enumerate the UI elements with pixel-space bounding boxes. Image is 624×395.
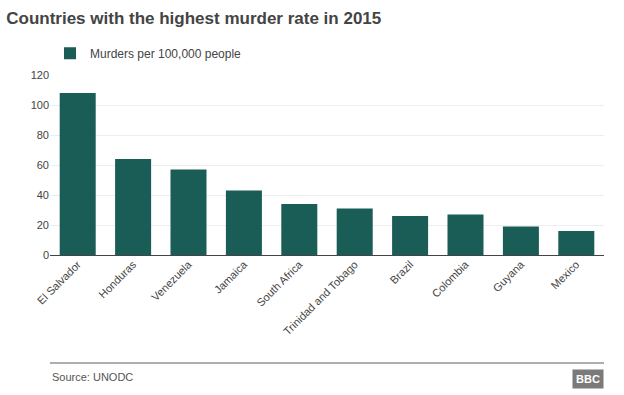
svg-text:0: 0 xyxy=(43,249,49,261)
svg-text:40: 40 xyxy=(37,189,49,201)
svg-text:Mexico: Mexico xyxy=(548,258,581,291)
svg-text:Colombia: Colombia xyxy=(429,258,471,300)
svg-text:Guyana: Guyana xyxy=(490,258,526,294)
svg-text:South Africa: South Africa xyxy=(254,258,305,309)
svg-text:Venezuela: Venezuela xyxy=(149,258,194,303)
svg-text:BBC: BBC xyxy=(576,373,600,385)
svg-text:Honduras: Honduras xyxy=(96,258,139,301)
svg-text:120: 120 xyxy=(31,69,49,81)
svg-text:Countries with the highest mur: Countries with the highest murder rate i… xyxy=(6,9,381,28)
svg-text:60: 60 xyxy=(37,159,49,171)
svg-text:Source: UNODC: Source: UNODC xyxy=(52,371,133,383)
svg-text:Trinidad and Tobago: Trinidad and Tobago xyxy=(281,258,360,337)
svg-text:Murders per 100,000 people: Murders per 100,000 people xyxy=(90,47,241,61)
svg-text:100: 100 xyxy=(31,99,49,111)
svg-text:20: 20 xyxy=(37,219,49,231)
svg-text:80: 80 xyxy=(37,129,49,141)
svg-text:Brazil: Brazil xyxy=(387,258,415,286)
svg-text:Jamaica: Jamaica xyxy=(212,258,250,296)
svg-text:El Salvador: El Salvador xyxy=(35,258,83,306)
